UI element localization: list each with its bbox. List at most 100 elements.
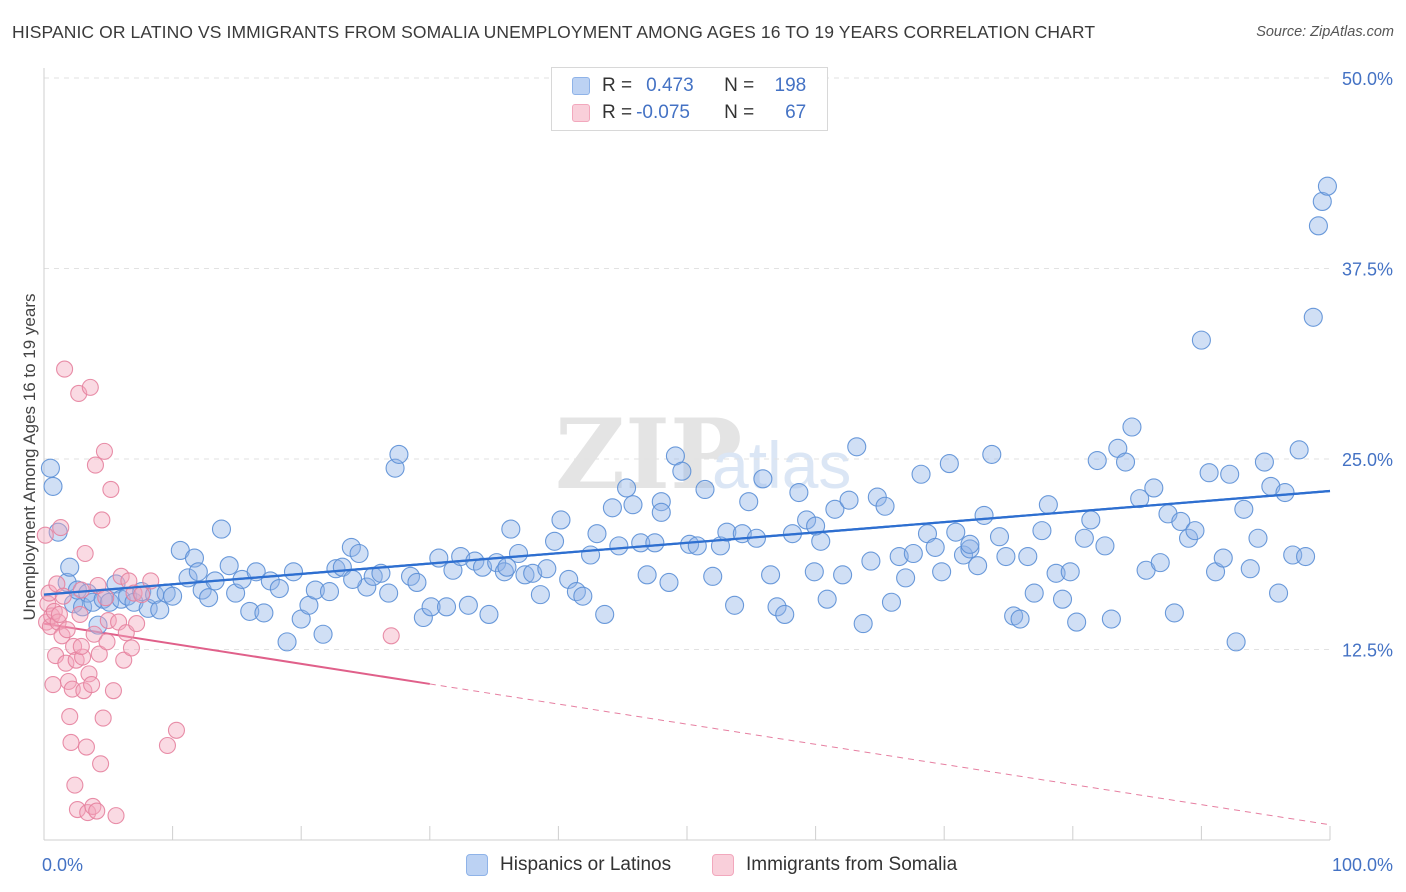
hispanic-point	[254, 603, 274, 623]
hispanic-point	[645, 533, 665, 553]
y-tick-label: 25.0%	[1342, 450, 1393, 470]
hispanic-point	[1269, 583, 1289, 603]
hispanic-point	[651, 492, 671, 512]
hispanic-point	[60, 557, 80, 577]
stats-legend-row-somalia: R = -0.075 N = 67	[572, 100, 806, 126]
hispanic-point	[853, 614, 873, 634]
hispanic-point	[659, 572, 679, 592]
somalia-point	[86, 456, 104, 474]
hispanic-point	[896, 568, 916, 588]
somalia-point	[104, 682, 122, 700]
hispanic-point	[319, 582, 340, 602]
hispanic-point	[932, 562, 952, 582]
hispanic-point	[1199, 463, 1219, 483]
n-label: N =	[724, 102, 755, 123]
hispanic-point	[925, 537, 945, 557]
watermark-atlas: atlas	[712, 428, 851, 502]
hispanic-point	[580, 545, 601, 565]
legend-item-somalia[interactable]: Immigrants from Somalia	[712, 851, 957, 879]
hispanic-point	[1234, 499, 1254, 519]
hispanic-point	[767, 597, 787, 617]
r-label: R =	[602, 75, 633, 96]
data-points	[36, 176, 1337, 825]
hispanic-point	[839, 490, 859, 510]
chart-title: HISPANIC OR LATINO VS IMMIGRANTS FROM SO…	[12, 22, 1096, 42]
hispanic-point	[960, 534, 980, 554]
hispanic-point	[283, 562, 304, 582]
r-value: 0.473	[646, 75, 694, 96]
somalia-point	[54, 587, 72, 605]
somalia-point	[115, 651, 133, 669]
somalia-legend-swatch	[712, 854, 734, 876]
hispanic-point	[939, 454, 959, 474]
y-tick-label: 37.5%	[1342, 260, 1393, 280]
hispanic-point	[789, 482, 809, 503]
somalia-point	[128, 615, 146, 633]
hispanic-point	[277, 632, 297, 652]
hispanic-point	[881, 592, 902, 612]
hispanic-point	[326, 559, 346, 579]
hispanic-point	[1296, 546, 1316, 567]
somalia-point	[77, 738, 95, 756]
legend-item-hispanic[interactable]: Hispanics or Latinos	[466, 851, 671, 879]
hispanic-point	[775, 604, 795, 624]
hispanic-point	[1312, 191, 1332, 211]
r-label: R =	[602, 102, 633, 123]
somalia-point	[56, 360, 74, 378]
hispanic-point	[672, 461, 692, 481]
somalia-point	[44, 676, 62, 694]
hispanic-point	[1275, 482, 1295, 503]
hispanic-point	[523, 563, 543, 583]
hispanic-point	[551, 510, 571, 530]
hispanic-point	[497, 557, 517, 577]
hispanic-point	[515, 565, 535, 585]
hispanic-point	[1095, 536, 1115, 556]
hispanic-point	[305, 580, 325, 600]
hispanic-point	[1144, 478, 1164, 498]
somalia-point	[97, 589, 115, 607]
somalia-point	[158, 736, 177, 755]
hispanic-point	[623, 495, 643, 515]
hispanic-point	[602, 498, 622, 518]
hispanic-point	[1164, 603, 1184, 623]
somalia-point	[133, 586, 151, 604]
n-value: 198	[774, 75, 807, 96]
hispanic-point	[974, 505, 994, 525]
hispanic-point	[343, 569, 363, 589]
hispanic-point	[1130, 489, 1150, 509]
hispanic-point	[379, 583, 399, 603]
hispanic-point	[573, 586, 593, 606]
hispanic-point	[1289, 440, 1309, 460]
hispanic-point	[717, 522, 737, 542]
hispanic-point	[903, 543, 923, 564]
hispanic-point	[1191, 330, 1211, 350]
somalia-point	[61, 708, 79, 726]
hispanic-point	[199, 588, 219, 608]
x-tick-label-min: 0.0%	[42, 855, 83, 875]
hispanic-point	[88, 615, 108, 635]
hispanic-point	[1226, 632, 1246, 652]
hispanic-point	[1185, 521, 1205, 541]
x-tick-label-max: 100.0%	[1332, 855, 1393, 875]
hispanic-point	[1067, 612, 1087, 632]
hispanic-point	[911, 464, 931, 484]
hispanic-point	[211, 519, 232, 539]
hispanic-point	[40, 458, 60, 478]
watermark-zip: ZIP	[555, 398, 742, 511]
somalia-point	[45, 602, 63, 620]
hispanic-point	[1032, 521, 1052, 541]
hispanic-legend-swatch	[466, 854, 488, 876]
hispanic-point	[703, 566, 723, 586]
hispanic-point	[1060, 562, 1080, 582]
hispanic-point	[508, 543, 529, 564]
hispanic-point	[1018, 546, 1038, 567]
hispanic-point	[413, 607, 433, 628]
somalia-point	[83, 676, 101, 694]
hispanic-point	[946, 522, 966, 542]
hispanic-point	[530, 585, 550, 605]
hispanic-point	[825, 499, 845, 519]
somalia-point	[57, 654, 75, 672]
hispanic-point	[313, 624, 333, 644]
hispanic-point	[989, 527, 1010, 547]
hispanic-point	[1220, 464, 1240, 484]
